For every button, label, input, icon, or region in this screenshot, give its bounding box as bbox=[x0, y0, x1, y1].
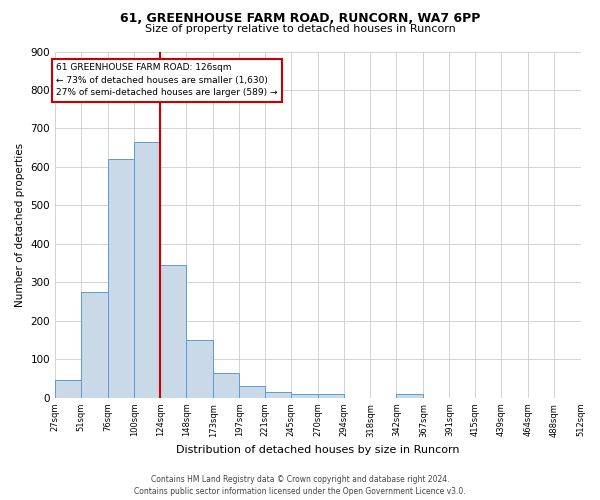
Text: Contains HM Land Registry data © Crown copyright and database right 2024.
Contai: Contains HM Land Registry data © Crown c… bbox=[134, 474, 466, 496]
Bar bbox=[186, 340, 213, 398]
Text: Size of property relative to detached houses in Runcorn: Size of property relative to detached ho… bbox=[145, 24, 455, 34]
Bar bbox=[239, 386, 265, 398]
Bar bbox=[108, 159, 134, 398]
Text: 61, GREENHOUSE FARM ROAD, RUNCORN, WA7 6PP: 61, GREENHOUSE FARM ROAD, RUNCORN, WA7 6… bbox=[120, 12, 480, 26]
X-axis label: Distribution of detached houses by size in Runcorn: Distribution of detached houses by size … bbox=[176, 445, 460, 455]
Bar bbox=[55, 380, 81, 398]
Text: 61 GREENHOUSE FARM ROAD: 126sqm
← 73% of detached houses are smaller (1,630)
27%: 61 GREENHOUSE FARM ROAD: 126sqm ← 73% of… bbox=[56, 63, 278, 97]
Bar bbox=[81, 292, 108, 398]
Bar bbox=[319, 394, 344, 398]
Y-axis label: Number of detached properties: Number of detached properties bbox=[15, 142, 25, 306]
Bar bbox=[397, 394, 424, 398]
Bar bbox=[265, 392, 291, 398]
Bar bbox=[160, 265, 186, 398]
Bar bbox=[134, 142, 160, 398]
Bar bbox=[213, 373, 239, 398]
Bar bbox=[291, 394, 319, 398]
